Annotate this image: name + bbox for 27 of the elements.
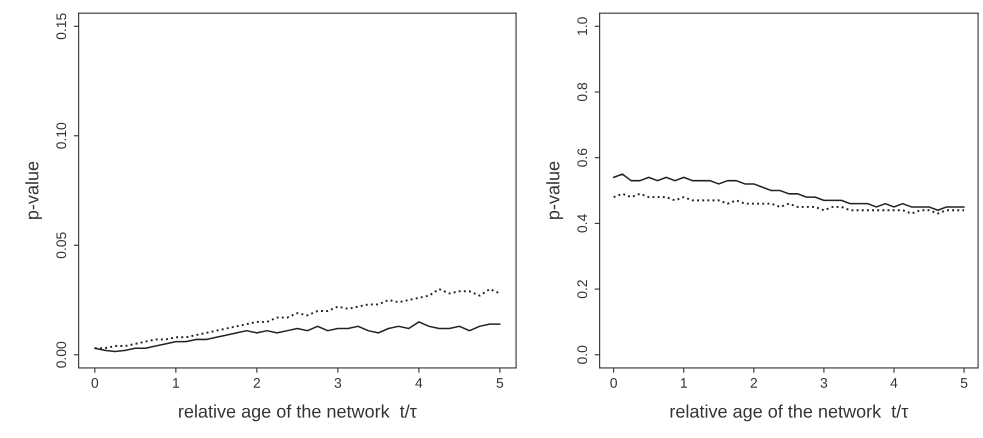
y-tick-label: 0.6 xyxy=(577,148,588,167)
x-tick-label: 3 xyxy=(334,378,342,388)
y-axis-title: p-value xyxy=(546,162,564,219)
y-tick-label: 0.8 xyxy=(577,82,588,102)
x-tick-label: 4 xyxy=(890,378,898,388)
x-tick-label: 3 xyxy=(820,378,828,388)
y-tick-label: 0.00 xyxy=(56,342,66,368)
y-tick-label: 0.0 xyxy=(577,346,588,364)
y-tick-label: 0.10 xyxy=(56,122,66,149)
x-tick-label: 4 xyxy=(415,378,422,388)
x-tick-label: 5 xyxy=(496,378,504,388)
x-tick-label: 0 xyxy=(610,378,617,388)
y-tick-label: 0.2 xyxy=(577,280,588,298)
y-tick-label: 0.4 xyxy=(577,214,588,232)
x-tick-label: 2 xyxy=(254,378,260,388)
x-tick-label: 1 xyxy=(680,378,687,388)
y-axis-title: p-value xyxy=(25,162,42,219)
x-tick-label: 5 xyxy=(960,378,968,388)
y-tick-label: 0.15 xyxy=(56,13,66,40)
x-tick-label: 1 xyxy=(173,378,180,388)
x-axis-title: relative age of the network t/τ xyxy=(179,404,417,422)
x-tick-label: 0 xyxy=(92,378,98,388)
y-tick-label: 0.05 xyxy=(56,232,66,258)
line-series xyxy=(612,173,965,212)
x-tick-label: 2 xyxy=(750,378,757,388)
y-tick-label: 1.0 xyxy=(577,17,588,35)
x-axis-title: relative age of the network t/τ xyxy=(670,404,908,422)
